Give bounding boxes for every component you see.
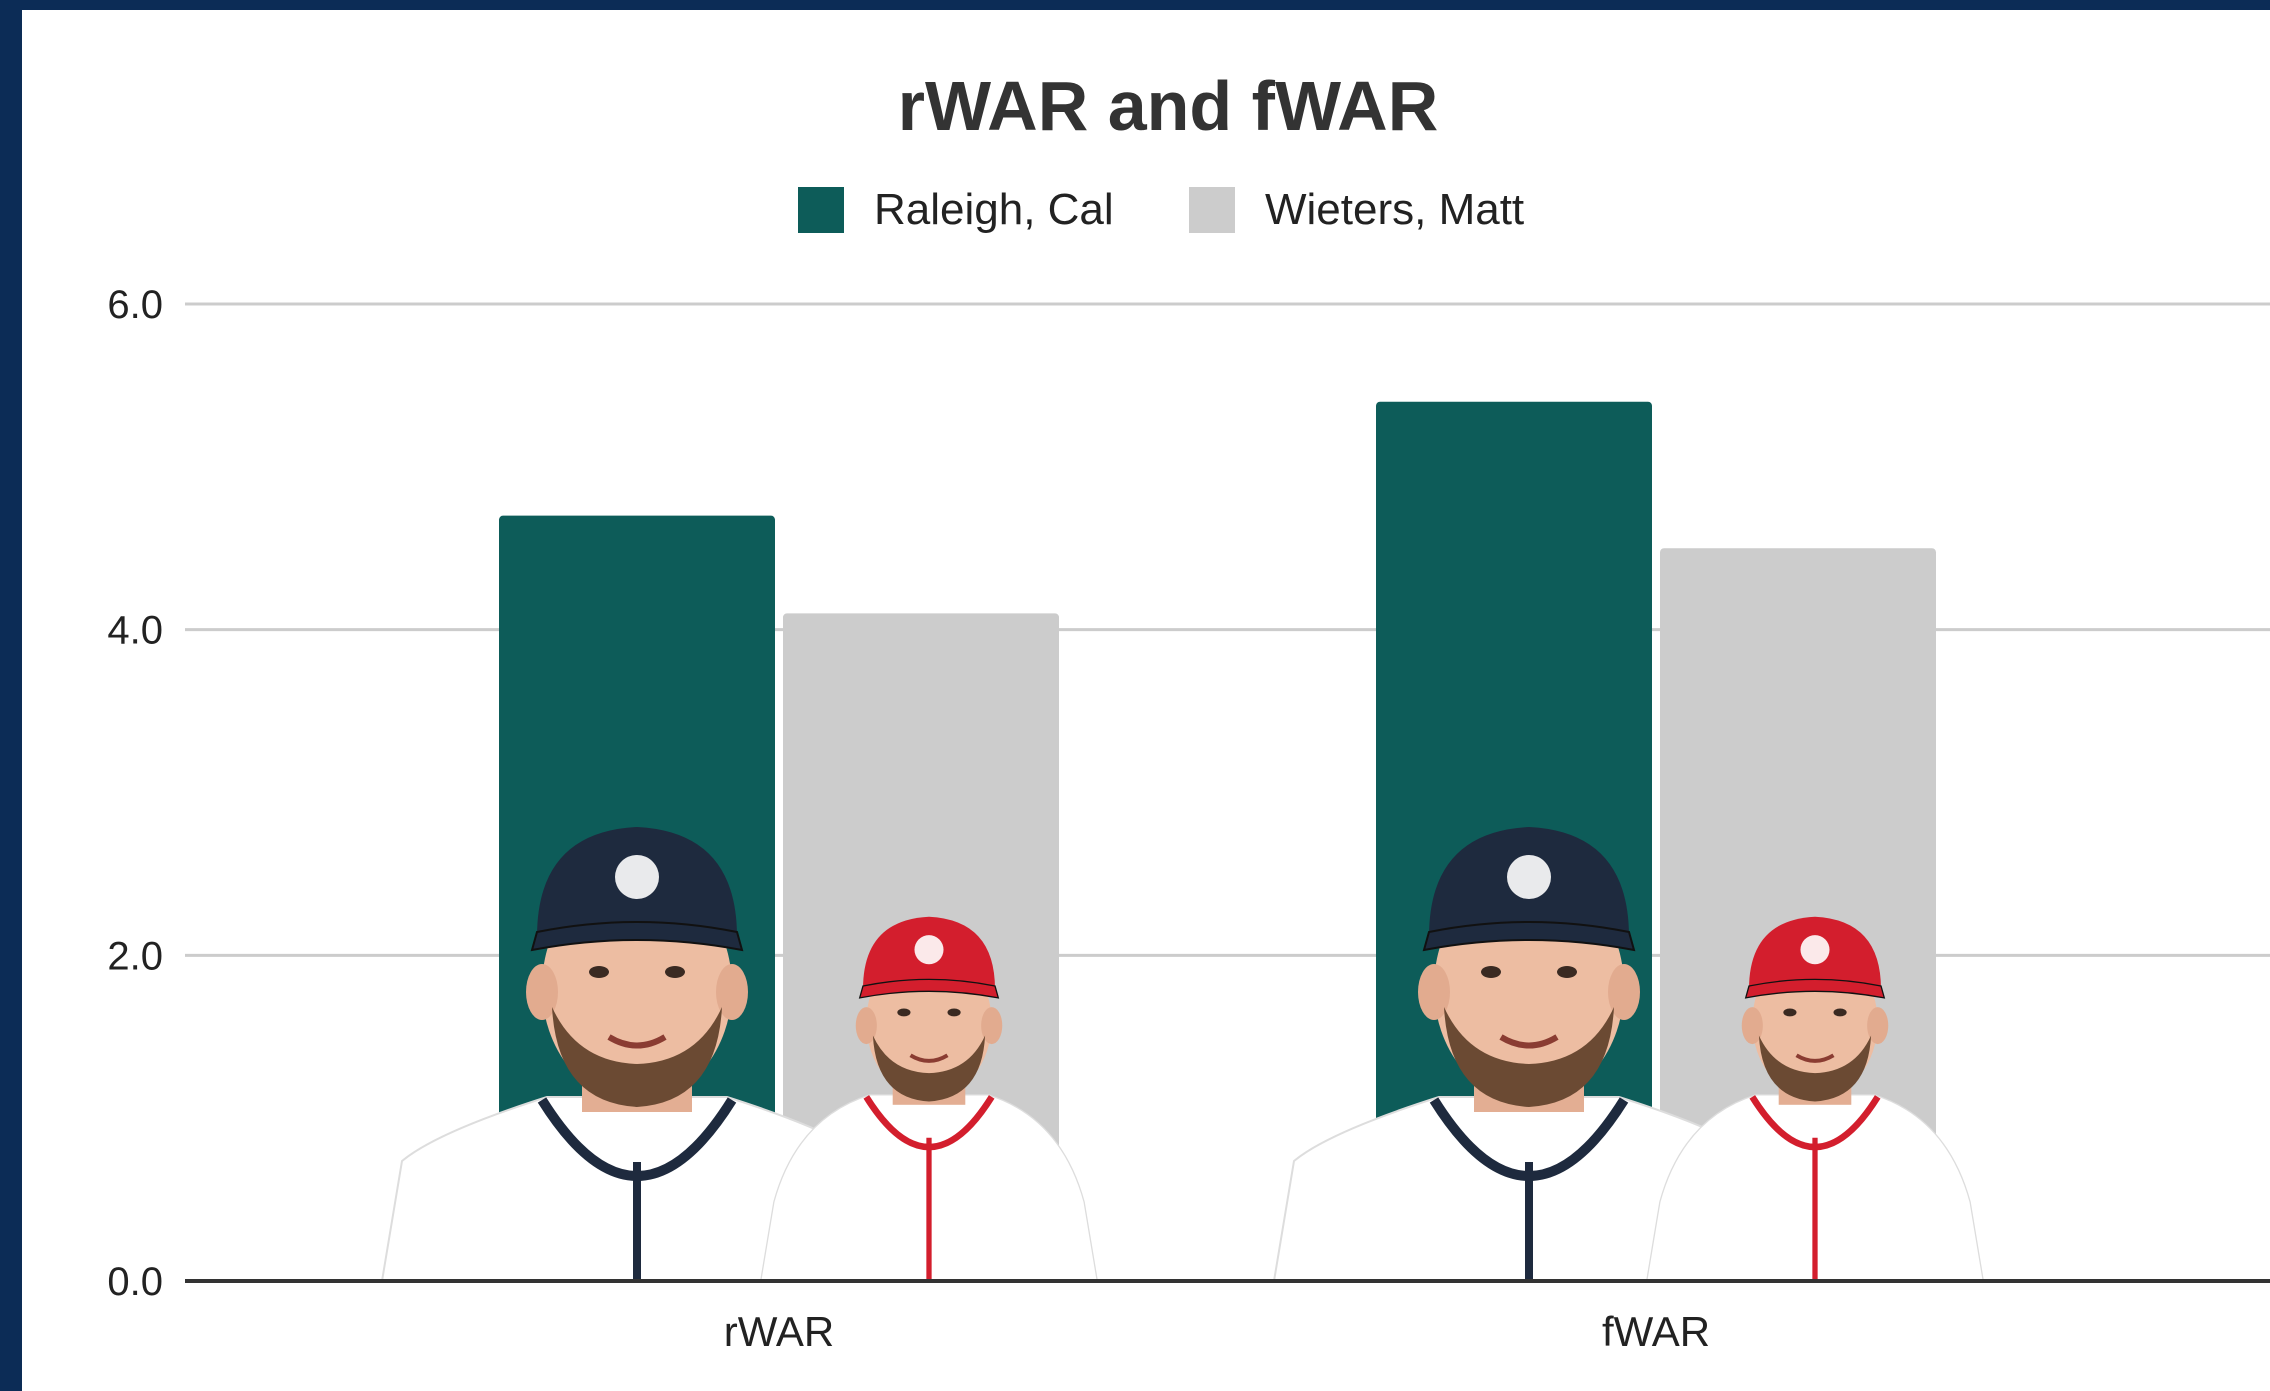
eye-left [1481,966,1501,978]
legend-label-2: Wieters, Matt [1265,185,1524,234]
chart-card: rWAR and fWAR Raleigh, Cal Wieters, Matt … [22,10,2270,1391]
eye-right [1833,1008,1847,1017]
eye-left [1783,1008,1797,1017]
ear-left [526,964,558,1020]
ear-left [1418,964,1450,1020]
cap-brim [858,978,1000,999]
legend-swatch-2 [1189,187,1235,233]
mouth [1795,1053,1835,1063]
eye-left [589,966,609,978]
player-photo-4 [1645,916,1985,1282]
mouth [1499,1034,1559,1049]
ear-left [855,1007,877,1045]
cap-logo [1507,855,1551,899]
ear-right [981,1007,1003,1045]
cap-logo [1800,935,1830,965]
y-tick-label: 4.0 [107,609,163,653]
y-tick-label: 0.0 [107,1260,163,1304]
ear-left [1741,1007,1763,1045]
ear-right [1867,1007,1889,1045]
mouth [607,1034,667,1049]
cap-logo [615,855,659,899]
x-axis-labels: rWAR fWAR [724,1308,1710,1355]
beard [1444,1007,1614,1107]
player-photo-2 [759,916,1099,1282]
x-tick-label: fWAR [1602,1308,1710,1355]
chart-title: rWAR and fWAR [898,67,1439,145]
cap-brim [1422,921,1636,952]
cap-brim [530,921,744,952]
beard [552,1007,722,1107]
ear-right [1608,964,1640,1020]
legend-label-1: Raleigh, Cal [874,185,1114,234]
y-tick-label: 6.0 [107,283,163,327]
cap-logo [914,935,944,965]
mouth [909,1053,949,1063]
eye-right [947,1008,961,1017]
ear-right [716,964,748,1020]
beard [1758,1035,1872,1102]
y-tick-label: 2.0 [107,934,163,978]
legend: Raleigh, Cal Wieters, Matt [798,185,1524,234]
bar-chart: rWAR and fWAR Raleigh, Cal Wieters, Matt … [107,67,2270,1355]
beard [872,1035,986,1102]
cap-brim [1744,978,1886,999]
player-photos [380,827,1985,1282]
player-photo-1 [380,827,894,1282]
eye-right [665,966,685,978]
eye-left [897,1008,911,1017]
legend-swatch-1 [798,187,844,233]
eye-right [1557,966,1577,978]
x-tick-label: rWAR [724,1308,834,1355]
